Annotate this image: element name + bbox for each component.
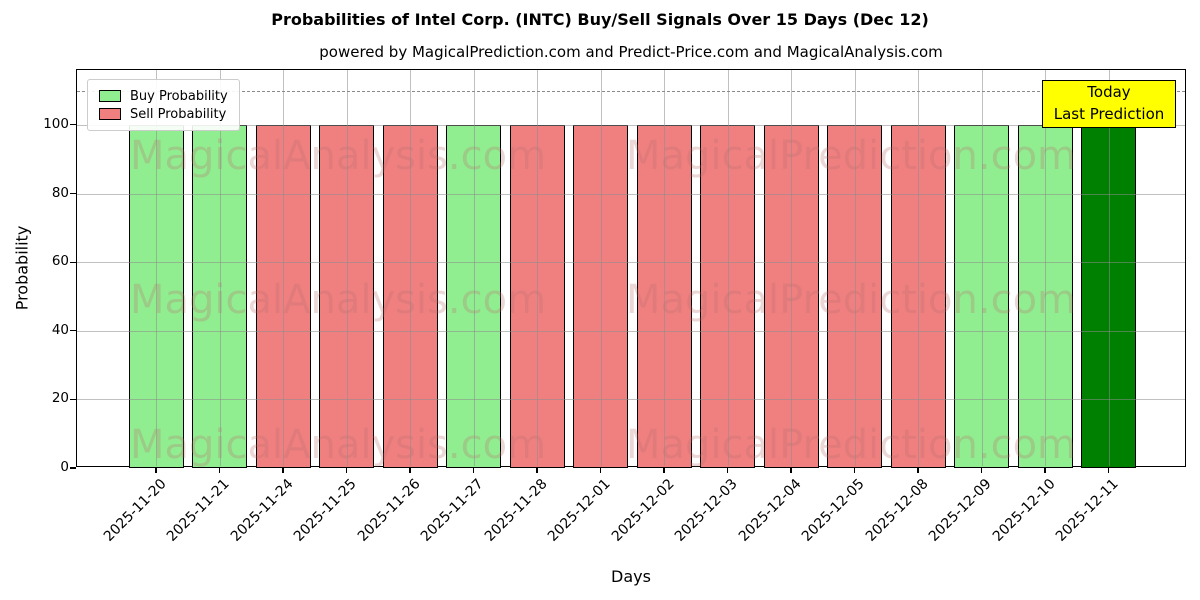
x-tick <box>409 468 411 473</box>
watermark: MagicalAnalysis.com <box>129 277 547 323</box>
sell-swatch-icon <box>99 108 121 120</box>
gridline-vertical <box>664 70 665 466</box>
chart-title: Probabilities of Intel Corp. (INTC) Buy/… <box>271 10 929 29</box>
x-tick-label: 2025-12-02 <box>608 476 678 545</box>
x-tick-label: 2025-12-04 <box>735 476 805 545</box>
x-tick-label: 2025-12-05 <box>798 476 868 545</box>
gridline-vertical <box>600 70 602 466</box>
legend-item-buy: Buy Probability <box>99 87 228 105</box>
x-tick-label: 2025-11-24 <box>227 476 297 545</box>
gridline-vertical <box>219 70 221 466</box>
x-tick <box>345 468 348 473</box>
chart-subtitle: powered by MagicalPrediction.com and Pre… <box>319 43 943 61</box>
y-tick <box>70 467 76 469</box>
x-tick <box>1107 468 1110 473</box>
gridline-horizontal <box>77 262 1185 264</box>
gridline-horizontal <box>77 399 1185 401</box>
gridline-horizontal <box>77 193 1185 195</box>
x-tick <box>536 468 538 473</box>
x-tick-label: 2025-12-08 <box>862 476 932 545</box>
dashed-threshold-line <box>77 90 1185 92</box>
x-tick-label: 2025-11-21 <box>163 476 233 545</box>
today-annotation: Today Last Prediction <box>1042 80 1176 128</box>
x-tick-label: 2025-12-10 <box>989 476 1059 545</box>
x-tick <box>790 468 792 473</box>
x-tick <box>599 468 602 473</box>
watermark: MagicalPrediction.com <box>626 422 1076 468</box>
y-tick <box>70 192 76 195</box>
gridline-vertical <box>410 70 411 466</box>
x-tick-label: 2025-11-27 <box>417 476 487 545</box>
x-tick <box>472 468 475 473</box>
x-axis-label: Days <box>611 567 651 586</box>
gridline-vertical <box>1108 70 1110 466</box>
gridline-vertical <box>156 70 157 466</box>
x-tick-label: 2025-12-01 <box>544 476 614 545</box>
x-tick-label: 2025-11-20 <box>100 476 170 545</box>
plot-area: Buy Probability Sell Probability Today L… <box>13 69 1186 586</box>
gridline-vertical <box>346 70 348 466</box>
watermark: MagicalAnalysis.com <box>129 133 547 179</box>
y-tick <box>70 261 76 263</box>
legend-label-sell: Sell Probability <box>130 106 227 122</box>
x-tick-label: 2025-11-25 <box>290 476 360 545</box>
watermark: MagicalPrediction.com <box>626 277 1076 323</box>
x-tick <box>218 468 221 473</box>
gridline-vertical <box>1045 70 1046 466</box>
buy-swatch-icon <box>99 90 121 102</box>
watermark: MagicalPrediction.com <box>626 133 1076 179</box>
y-tick-label: 100 <box>43 115 69 132</box>
y-tick <box>70 330 76 332</box>
watermark: MagicalAnalysis.com <box>129 422 547 468</box>
x-tick <box>980 468 983 473</box>
gridline-vertical <box>283 70 284 466</box>
x-tick-label: 2025-12-11 <box>1052 476 1122 545</box>
today-annotation-line2: Last Prediction <box>1053 105 1165 123</box>
x-tick <box>1044 468 1046 473</box>
y-tick-label: 60 <box>51 253 69 270</box>
x-tick <box>853 468 856 473</box>
legend-label-buy: Buy Probability <box>130 88 228 104</box>
gridline-horizontal <box>77 124 1185 126</box>
y-tick-label: 20 <box>51 390 69 407</box>
today-annotation-line1: Today <box>1087 83 1131 102</box>
gridline-vertical <box>473 70 475 466</box>
x-tick <box>917 468 919 473</box>
gridline-vertical <box>791 70 792 466</box>
x-tick-label: 2025-12-09 <box>925 476 995 545</box>
y-tick-label: 80 <box>51 184 69 201</box>
x-tick <box>663 468 665 473</box>
gridline-vertical <box>981 70 983 466</box>
gridline-horizontal <box>77 330 1185 332</box>
legend: Buy Probability Sell Probability <box>87 79 240 131</box>
y-tick-label: 0 <box>60 459 69 475</box>
x-tick <box>726 468 729 473</box>
x-tick <box>155 468 157 473</box>
x-tick-label: 2025-11-26 <box>354 476 424 545</box>
y-tick-label: 40 <box>51 321 69 338</box>
x-tick <box>282 468 284 473</box>
legend-item-sell: Sell Probability <box>99 105 228 123</box>
y-tick <box>70 124 76 126</box>
x-tick-label: 2025-11-28 <box>481 476 551 545</box>
gridline-vertical <box>854 70 856 466</box>
gridline-vertical <box>918 70 919 466</box>
gridline-vertical <box>537 70 538 466</box>
gridline-vertical <box>727 70 729 466</box>
x-tick-label: 2025-12-03 <box>671 476 741 545</box>
y-tick <box>70 398 76 400</box>
